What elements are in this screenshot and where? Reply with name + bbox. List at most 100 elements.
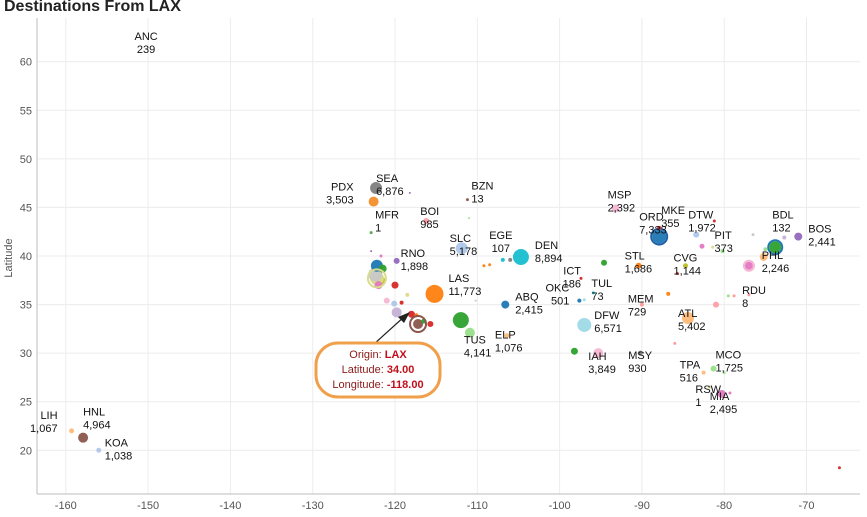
airport-point-tus[interactable]	[464, 327, 475, 338]
data-point[interactable]	[699, 243, 705, 249]
airport-point-bzn[interactable]	[465, 198, 469, 202]
airport-point-rno[interactable]	[393, 257, 400, 264]
data-points[interactable]	[69, 182, 841, 470]
airport-point-lih[interactable]	[69, 428, 75, 434]
airport-point-boi[interactable]	[423, 218, 430, 225]
data-point[interactable]	[711, 245, 715, 249]
data-point[interactable]	[413, 319, 424, 329]
airport-point-slc[interactable]	[455, 242, 468, 255]
data-point[interactable]	[452, 312, 469, 329]
airport-point-tpa[interactable]	[701, 370, 706, 375]
data-point[interactable]	[751, 233, 755, 237]
airport-point-abq[interactable]	[501, 300, 510, 309]
airport-point-okc[interactable]	[577, 298, 582, 303]
data-point[interactable]	[508, 257, 513, 262]
airport-point-dtw[interactable]	[693, 231, 700, 238]
airport-label-den: DEN 8,894	[535, 240, 563, 265]
data-point[interactable]	[383, 297, 390, 304]
airport-point-elp[interactable]	[504, 333, 510, 339]
airport-point-dfw[interactable]	[577, 317, 592, 332]
airport-label-tpa: TPA 516	[680, 360, 701, 385]
x-tick-label: -140	[219, 500, 241, 512]
airport-point-tul[interactable]	[591, 291, 595, 295]
airport-point-mia[interactable]	[717, 389, 726, 398]
airport-point-hnl[interactable]	[78, 432, 89, 443]
airport-point-bos[interactable]	[794, 232, 803, 241]
airport-point-mfr[interactable]	[369, 231, 373, 235]
data-point[interactable]	[712, 219, 716, 223]
data-point[interactable]	[722, 371, 726, 375]
data-point[interactable]	[673, 341, 677, 345]
airport-point-bdl[interactable]	[782, 235, 787, 240]
airport-point-ict[interactable]	[579, 276, 583, 280]
airport-label-msp: MSP 2,392	[608, 189, 636, 214]
data-point[interactable]	[712, 301, 719, 308]
data-point[interactable]	[399, 300, 404, 305]
data-point[interactable]	[747, 293, 751, 297]
data-point[interactable]	[391, 281, 399, 289]
y-tick-label: 60	[20, 57, 32, 69]
airport-label-koa: KOA 1,038	[105, 437, 133, 462]
airport-label-ege: EGE 107	[489, 230, 512, 255]
airport-point-mke[interactable]	[657, 225, 662, 230]
airport-label-bdl: BDL 132	[772, 210, 793, 235]
airport-point-ord[interactable]	[652, 229, 667, 244]
data-point[interactable]	[468, 217, 471, 220]
data-point[interactable]	[482, 264, 486, 268]
data-point[interactable]	[427, 321, 434, 327]
data-point[interactable]	[675, 271, 679, 275]
axes: -160 -150 -140 -130 -120 -110 -100 -90 -80 -70 20 2…	[20, 18, 860, 512]
tooltip-latitude: Latitude: 34.00	[342, 364, 415, 376]
data-point[interactable]	[474, 299, 477, 302]
airport-point-ege[interactable]	[500, 257, 505, 262]
airport-label-ict: ICT 186	[563, 265, 582, 290]
airport-point-iah[interactable]	[593, 348, 604, 359]
airport-point-atl[interactable]	[681, 312, 694, 325]
airport-point-pit[interactable]	[720, 249, 725, 254]
airport-point-sea[interactable]	[370, 182, 383, 194]
airport-point-mco[interactable]	[710, 365, 717, 372]
data-point[interactable]	[391, 307, 402, 318]
data-point[interactable]	[744, 261, 753, 270]
data-point[interactable]	[728, 391, 732, 395]
airport-point-rsw[interactable]	[707, 385, 711, 389]
data-point[interactable]	[601, 259, 608, 266]
x-tick-label: -110	[467, 500, 488, 512]
y-tick-label: 50	[20, 154, 32, 166]
data-point[interactable]	[391, 300, 398, 307]
airport-point-rdu[interactable]	[732, 294, 736, 298]
highlight-ring	[366, 268, 387, 289]
airport-point-mem[interactable]	[639, 302, 644, 307]
airport-point-stl[interactable]	[635, 262, 642, 269]
airport-point-msy[interactable]	[637, 350, 643, 356]
airport-label-mem: MEM 729	[628, 294, 654, 319]
airport-point-cvg[interactable]	[683, 263, 689, 269]
airport-point-koa[interactable]	[96, 447, 102, 453]
x-tick-label: -150	[137, 500, 159, 512]
airport-label-dfw: DFW 6,571	[594, 310, 622, 335]
data-point[interactable]	[582, 298, 586, 302]
airport-label-mfr: MFR 1	[375, 210, 399, 235]
x-tick-label: -70	[799, 500, 815, 512]
airport-point-den[interactable]	[512, 248, 529, 265]
airport-label-mke: MKE 355	[661, 205, 685, 230]
data-point[interactable]	[408, 191, 411, 194]
data-point[interactable]	[407, 310, 415, 318]
data-point[interactable]	[763, 247, 768, 252]
airport-point-msp[interactable]	[611, 204, 620, 213]
data-point[interactable]	[726, 294, 730, 298]
airport-point-las[interactable]	[425, 284, 444, 303]
airport-point-pdx[interactable]	[368, 196, 379, 207]
y-tick-label: 55	[20, 105, 32, 117]
data-point[interactable]	[405, 292, 410, 297]
data-point[interactable]	[837, 466, 841, 470]
data-point[interactable]	[379, 254, 383, 258]
data-point[interactable]	[570, 347, 578, 355]
airport-point-phl[interactable]	[759, 252, 768, 261]
data-point[interactable]	[666, 291, 671, 296]
highlight-ring	[409, 315, 428, 333]
data-point[interactable]	[370, 250, 373, 253]
data-point[interactable]	[769, 241, 782, 254]
data-point[interactable]	[488, 263, 492, 267]
